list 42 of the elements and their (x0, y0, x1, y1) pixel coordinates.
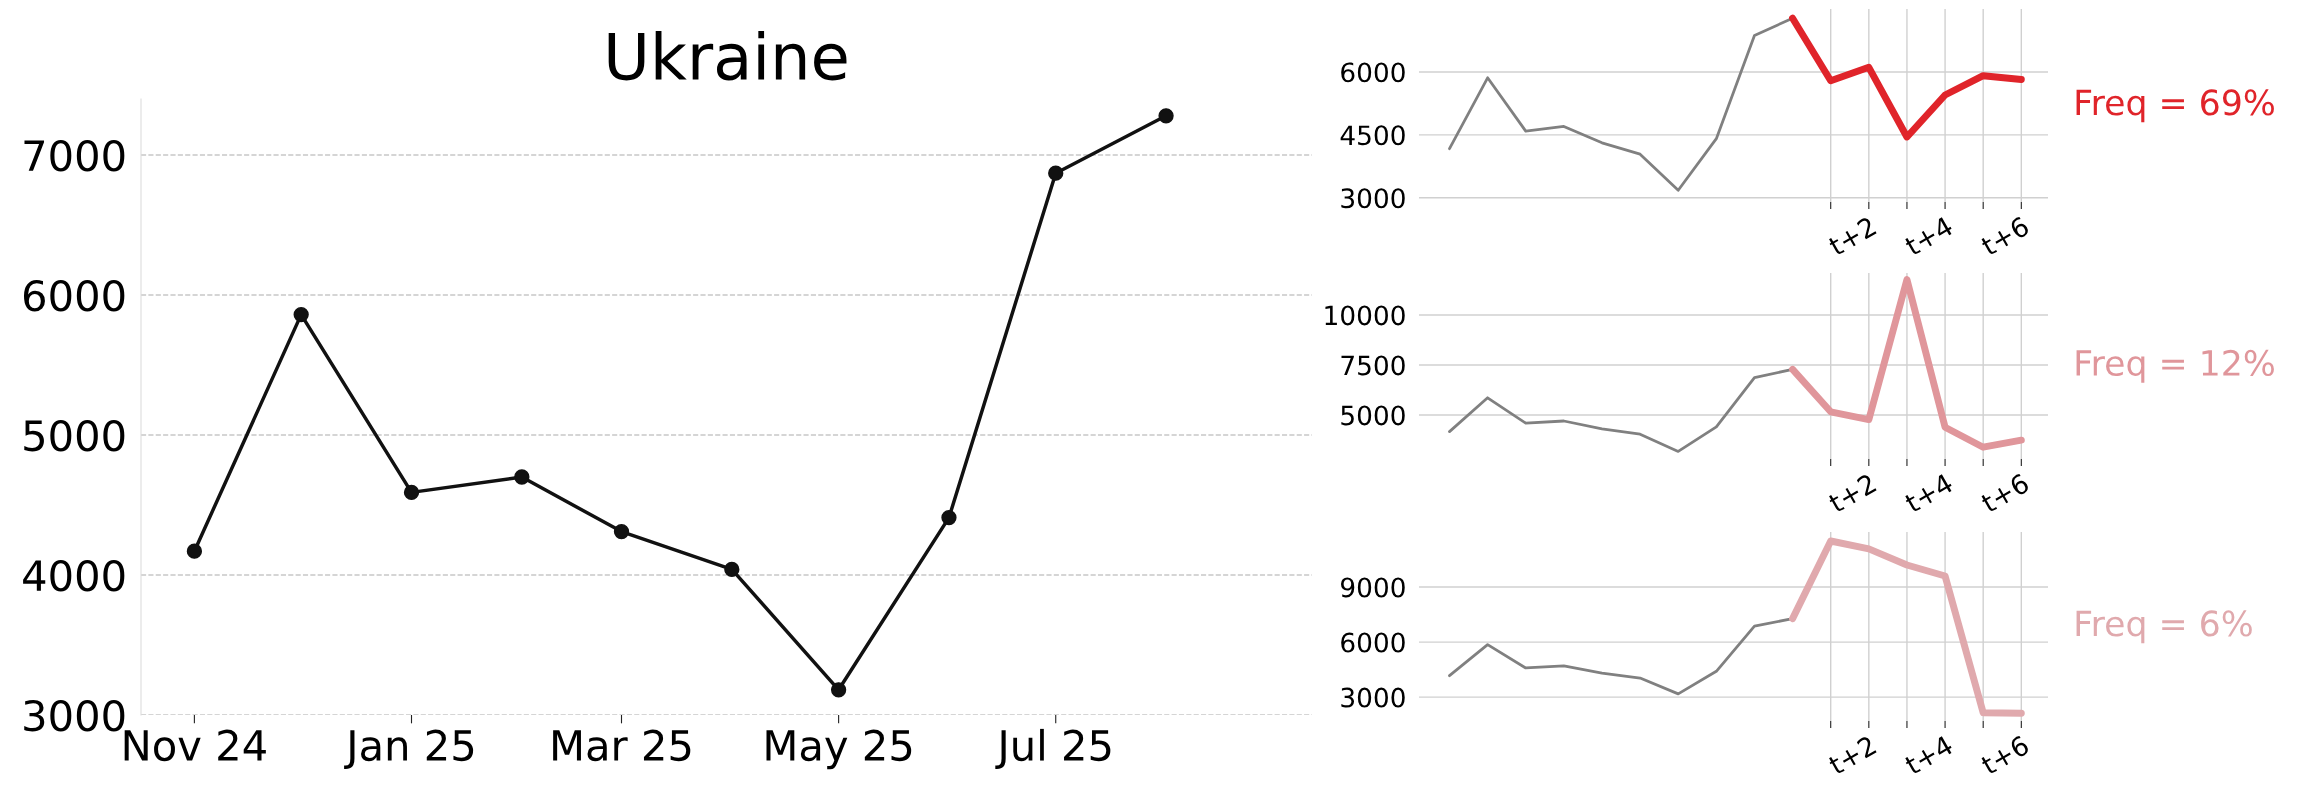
x-tick-label: Jan 25 (344, 729, 474, 769)
point (724, 561, 740, 578)
y-tick-label: 3000 (1341, 687, 1405, 708)
y-tick-label: 5000 (24, 419, 125, 452)
y-tick-label: 4000 (23, 559, 125, 592)
x-tick-label: t+4 (1903, 734, 1954, 776)
y-tick-label: 7500 (1341, 355, 1405, 376)
y-tick-label: 6000 (1341, 632, 1405, 653)
text: Freq = 69% (2076, 89, 2274, 123)
point (613, 523, 630, 540)
y-tick-label: 10000 (1325, 305, 1405, 326)
x-tick-label: t+4 (1903, 215, 1954, 257)
point (941, 509, 957, 526)
point (186, 543, 203, 559)
x-tick-label: t+2 (1827, 216, 1877, 257)
point (403, 484, 420, 501)
point (293, 306, 309, 323)
y-tick-label: 5000 (1341, 405, 1405, 426)
x-tick-label: t+6 (1979, 472, 2031, 514)
point (514, 469, 530, 485)
text: Freq = 6% (2076, 610, 2252, 644)
y-tick-label: 7000 (24, 139, 125, 172)
point (1048, 165, 1064, 181)
x-tick-label: t+6 (1979, 734, 2031, 776)
x-tick-label: t+4 (1903, 472, 1954, 514)
x-tick-label: t+2 (1827, 473, 1877, 514)
y-tick-label: 3000 (1341, 188, 1405, 209)
x-tick-label: t+2 (1827, 735, 1877, 776)
x-tick-label: Nov 24 (124, 729, 266, 762)
chart-title: Ukraine (608, 31, 847, 81)
point (1158, 108, 1174, 124)
y-tick-label: 6000 (1341, 62, 1405, 83)
x-tick-label: t+6 (1979, 215, 2031, 257)
text: Freq = 12% (2076, 349, 2274, 383)
x-tick-label: Jul 25 (995, 728, 1111, 769)
y-tick-label: 6000 (23, 279, 125, 312)
x-tick-label: May 25 (766, 729, 912, 770)
y-tick-label: 4500 (1340, 125, 1405, 146)
x-tick-label: Mar 25 (553, 729, 691, 762)
y-tick-label: 9000 (1341, 577, 1405, 598)
y-tick-label: 3000 (24, 699, 125, 732)
point (830, 682, 847, 698)
